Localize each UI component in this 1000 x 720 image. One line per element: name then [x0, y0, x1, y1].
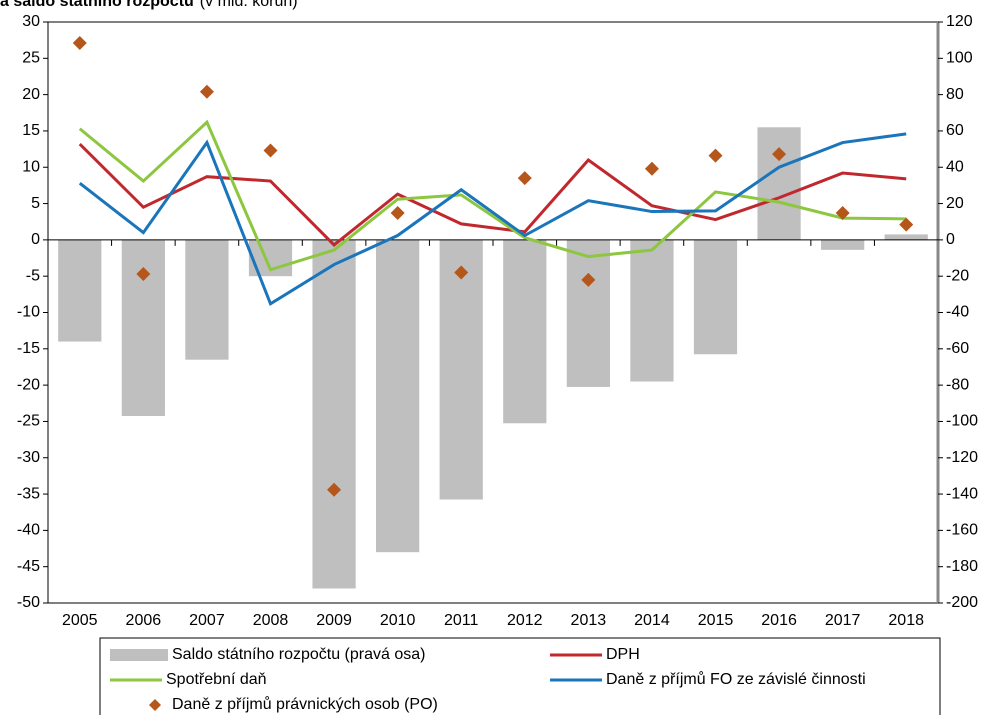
x-tick-label: 2016	[761, 612, 797, 629]
y-tick-label: -5	[26, 267, 40, 284]
y2-tick-label: 120	[946, 13, 973, 30]
marker	[72, 36, 87, 51]
y2-tick-label: -180	[946, 558, 978, 575]
line	[78, 119, 907, 272]
x-tick-label: 2018	[888, 612, 924, 629]
x-tick-label: 2017	[825, 612, 861, 629]
y-tick-label: 5	[31, 195, 40, 212]
legend-swatch	[110, 649, 168, 661]
bar	[693, 239, 738, 355]
y2-tick-label: 20	[946, 195, 964, 212]
y-tick-label: -30	[17, 449, 40, 466]
y-tick-label: -20	[17, 376, 40, 393]
y2-tick-label: -160	[946, 522, 978, 539]
bar	[185, 239, 229, 360]
y-tick-label: -10	[17, 304, 40, 321]
bar	[376, 239, 420, 553]
line	[78, 132, 907, 307]
marker	[581, 272, 596, 287]
y2-tick-label: 0	[946, 231, 955, 248]
y2-tick-label: -200	[946, 594, 978, 611]
y-tick-label: -15	[17, 340, 40, 357]
marker	[454, 265, 469, 280]
y2-tick-label: -140	[946, 485, 978, 502]
legend-label: Saldo státního rozpočtu (pravá osa)	[172, 646, 425, 663]
marker	[390, 206, 405, 221]
marker	[517, 171, 532, 186]
x-tick-label: 2012	[507, 612, 543, 629]
bar	[439, 239, 483, 500]
chart-subtitle: (v mld. korun)	[200, 0, 298, 10]
y2-tick-label: 40	[946, 158, 964, 175]
x-tick-label: 2014	[634, 612, 670, 629]
legend-label: Spotřební daň	[166, 671, 267, 688]
y-tick-label: 30	[22, 13, 40, 30]
y-tick-label: 25	[22, 50, 40, 67]
marker	[899, 217, 914, 232]
x-tick-label: 2011	[444, 612, 479, 629]
y-tick-label: 20	[22, 86, 40, 103]
y-tick-label: 15	[22, 122, 40, 139]
y2-tick-label: -80	[946, 376, 969, 393]
y2-tick-label: 100	[946, 50, 973, 67]
y2-tick-label: 60	[946, 122, 964, 139]
x-tick-label: 2015	[698, 612, 734, 629]
marker	[136, 267, 151, 282]
x-tick-label: 2006	[126, 612, 162, 629]
x-tick-label: 2010	[380, 612, 416, 629]
legend-swatch	[149, 699, 161, 711]
marker	[835, 206, 850, 221]
legend-label: Daně z příjmů FO ze závislé činnosti	[606, 670, 866, 688]
chart-title: a saldo státního rozpočtu	[0, 0, 194, 10]
x-tick-label: 2009	[316, 612, 352, 629]
y-tick-label: -25	[17, 413, 40, 430]
marker	[199, 84, 214, 99]
legend-label: DPH	[606, 646, 640, 663]
y-tick-label: -50	[17, 594, 40, 611]
legend-label: Daně z příjmů právnických osob (PO)	[172, 695, 438, 713]
bar	[566, 239, 610, 387]
y2-tick-label: -120	[946, 449, 978, 466]
y-tick-label: 10	[22, 158, 40, 175]
bar	[58, 239, 102, 342]
y2-tick-label: -40	[946, 304, 969, 321]
y2-tick-label: -60	[946, 340, 969, 357]
x-tick-label: 2013	[571, 612, 607, 629]
bar	[630, 239, 674, 382]
bar	[121, 239, 165, 416]
bar	[757, 127, 801, 240]
marker	[772, 147, 787, 162]
bar	[884, 234, 928, 240]
marker	[263, 143, 278, 158]
y-tick-label: 0	[31, 231, 40, 248]
marker	[708, 148, 723, 163]
y-tick-label: -40	[17, 522, 40, 539]
bar	[503, 239, 547, 424]
y-tick-label: -35	[17, 485, 40, 502]
bar	[821, 239, 865, 250]
y2-tick-label: 80	[946, 86, 964, 103]
bar	[312, 239, 356, 589]
x-tick-label: 2007	[189, 612, 225, 629]
y2-tick-label: -100	[946, 413, 978, 430]
x-tick-label: 2008	[253, 612, 289, 629]
x-tick-label: 2005	[62, 612, 98, 629]
marker	[644, 161, 659, 176]
legend-box	[99, 637, 941, 720]
y2-tick-label: -20	[946, 267, 969, 284]
y-tick-label: -45	[17, 558, 40, 575]
marker	[327, 482, 342, 497]
